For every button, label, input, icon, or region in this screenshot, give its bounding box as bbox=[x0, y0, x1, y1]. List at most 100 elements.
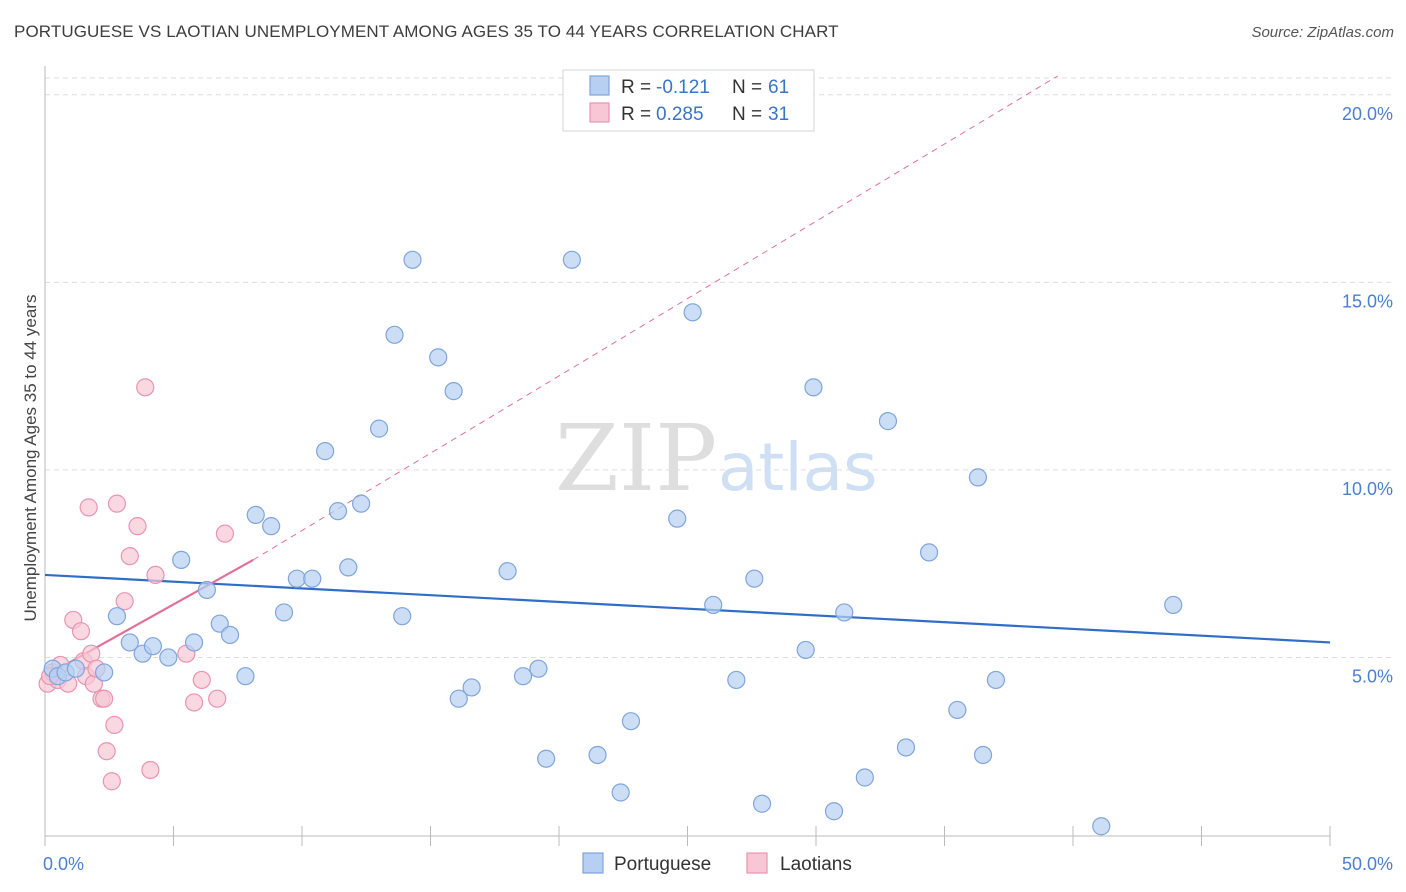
bottom-legend: Portuguese Laotians bbox=[582, 852, 852, 875]
laotians-point bbox=[141, 760, 160, 780]
y-tick-labels: 5.0% 10.0% 15.0% 20.0% bbox=[1342, 104, 1393, 687]
portuguese-point bbox=[172, 550, 191, 570]
portuguese-point bbox=[668, 509, 687, 528]
laotians-point bbox=[184, 693, 204, 712]
laotians-point bbox=[71, 622, 91, 641]
legend-box: R = -0.121 N = 61 R = 0.285 N = 31 bbox=[562, 69, 815, 132]
source-credit: Source: ZipAtlas.com bbox=[1251, 24, 1394, 41]
x-tick-label-min: 0.0% bbox=[43, 854, 84, 874]
legend-n-label-laotians: N = bbox=[732, 104, 762, 125]
portuguese-point bbox=[835, 603, 854, 622]
portuguese-point bbox=[683, 303, 702, 322]
portuguese-point bbox=[143, 637, 163, 656]
laotians-point bbox=[146, 565, 165, 585]
y-tick-label: 15.0% bbox=[1342, 291, 1393, 311]
portuguese-point bbox=[704, 595, 723, 615]
legend-r-value-portuguese: -0.121 bbox=[656, 77, 710, 98]
portuguese-point bbox=[287, 569, 306, 588]
portuguese-point bbox=[948, 700, 967, 720]
portuguese-point bbox=[804, 378, 823, 397]
portuguese-point bbox=[328, 502, 348, 521]
portuguese-point bbox=[462, 678, 481, 697]
portuguese-point bbox=[968, 468, 988, 487]
grid-lines bbox=[45, 77, 1393, 658]
portuguese-point bbox=[611, 783, 630, 802]
portuguese-point bbox=[316, 442, 335, 461]
portuguese-point bbox=[107, 607, 127, 626]
bottom-legend-swatch-portuguese bbox=[582, 852, 604, 874]
laotians-point bbox=[128, 517, 147, 536]
trend-lines bbox=[44, 75, 1331, 678]
portuguese-point bbox=[197, 580, 217, 600]
portuguese-point bbox=[796, 640, 815, 660]
portuguese-point bbox=[1164, 595, 1183, 615]
portuguese-point bbox=[66, 659, 85, 678]
bottom-legend-swatch-laotians bbox=[746, 852, 768, 874]
portuguese-point bbox=[385, 325, 404, 344]
portuguese-point bbox=[878, 412, 898, 431]
portuguese-point bbox=[855, 768, 874, 787]
portuguese-point bbox=[973, 745, 993, 765]
portuguese-point bbox=[986, 670, 1006, 690]
portuguese-point bbox=[274, 603, 294, 622]
trend-line-laotians-extension bbox=[252, 75, 1058, 561]
portuguese-point bbox=[1092, 817, 1111, 836]
y-tick-label: 5.0% bbox=[1352, 666, 1393, 686]
portuguese-point bbox=[246, 505, 265, 524]
axes bbox=[44, 66, 1331, 846]
portuguese-point bbox=[429, 348, 448, 367]
portuguese-point bbox=[339, 558, 358, 577]
laotians-point bbox=[105, 715, 124, 735]
y-tick-label: 10.0% bbox=[1342, 479, 1393, 499]
laotians-point bbox=[95, 689, 114, 708]
y-tick-label: 20.0% bbox=[1342, 104, 1393, 124]
x-tick-label-max: 50.0% bbox=[1342, 854, 1393, 874]
portuguese-point bbox=[498, 562, 517, 581]
portuguese-point bbox=[896, 738, 916, 757]
portuguese-point bbox=[621, 712, 641, 731]
x-tick-marks bbox=[44, 826, 1331, 846]
portuguese-point bbox=[824, 802, 844, 821]
laotians-point bbox=[97, 742, 116, 761]
laotians-point bbox=[215, 524, 234, 543]
laotians-point bbox=[107, 494, 127, 513]
watermark: ZIP atlas bbox=[555, 405, 878, 512]
legend-r-value-laotians: 0.285 bbox=[656, 104, 704, 125]
legend-swatch-portuguese bbox=[589, 75, 610, 96]
portuguese-point bbox=[752, 794, 772, 813]
portuguese-point bbox=[262, 517, 281, 536]
portuguese-point bbox=[449, 689, 468, 708]
portuguese-point bbox=[184, 633, 204, 652]
laotians-point bbox=[102, 772, 121, 791]
laotians-point bbox=[208, 689, 227, 708]
trend-line-portuguese bbox=[44, 573, 1331, 644]
legend-n-value-portuguese: 61 bbox=[768, 77, 789, 98]
portuguese-point bbox=[120, 633, 139, 652]
laotians-point bbox=[79, 498, 98, 517]
legend-n-label-portuguese: N = bbox=[732, 77, 762, 98]
portuguese-point bbox=[403, 250, 422, 269]
legend-r-label-laotians: R = bbox=[621, 104, 651, 125]
legend-r-label-portuguese: R = bbox=[621, 77, 651, 98]
portuguese-point bbox=[95, 663, 114, 682]
watermark-atlas: atlas bbox=[718, 429, 878, 506]
laotians-point bbox=[115, 592, 134, 611]
laotians-point bbox=[136, 378, 155, 397]
portuguese-point bbox=[513, 667, 533, 686]
portuguese-point bbox=[303, 569, 322, 588]
portuguese-point bbox=[727, 670, 746, 690]
portuguese-point bbox=[236, 667, 255, 686]
portuguese-point bbox=[370, 419, 389, 438]
bottom-legend-label-laotians: Laotians bbox=[780, 854, 852, 875]
watermark-zip: ZIP bbox=[555, 405, 717, 512]
portuguese-point bbox=[745, 569, 764, 588]
bottom-legend-label-portuguese: Portuguese bbox=[614, 854, 711, 875]
portuguese-point bbox=[210, 614, 229, 633]
legend-n-value-laotians: 31 bbox=[768, 104, 789, 125]
portuguese-point bbox=[393, 607, 412, 626]
y-axis-label: Unemployment Among Ages 35 to 44 years bbox=[21, 295, 40, 622]
portuguese-point bbox=[444, 382, 463, 401]
laotians-point bbox=[120, 547, 139, 566]
legend-swatch-laotians bbox=[589, 102, 610, 123]
